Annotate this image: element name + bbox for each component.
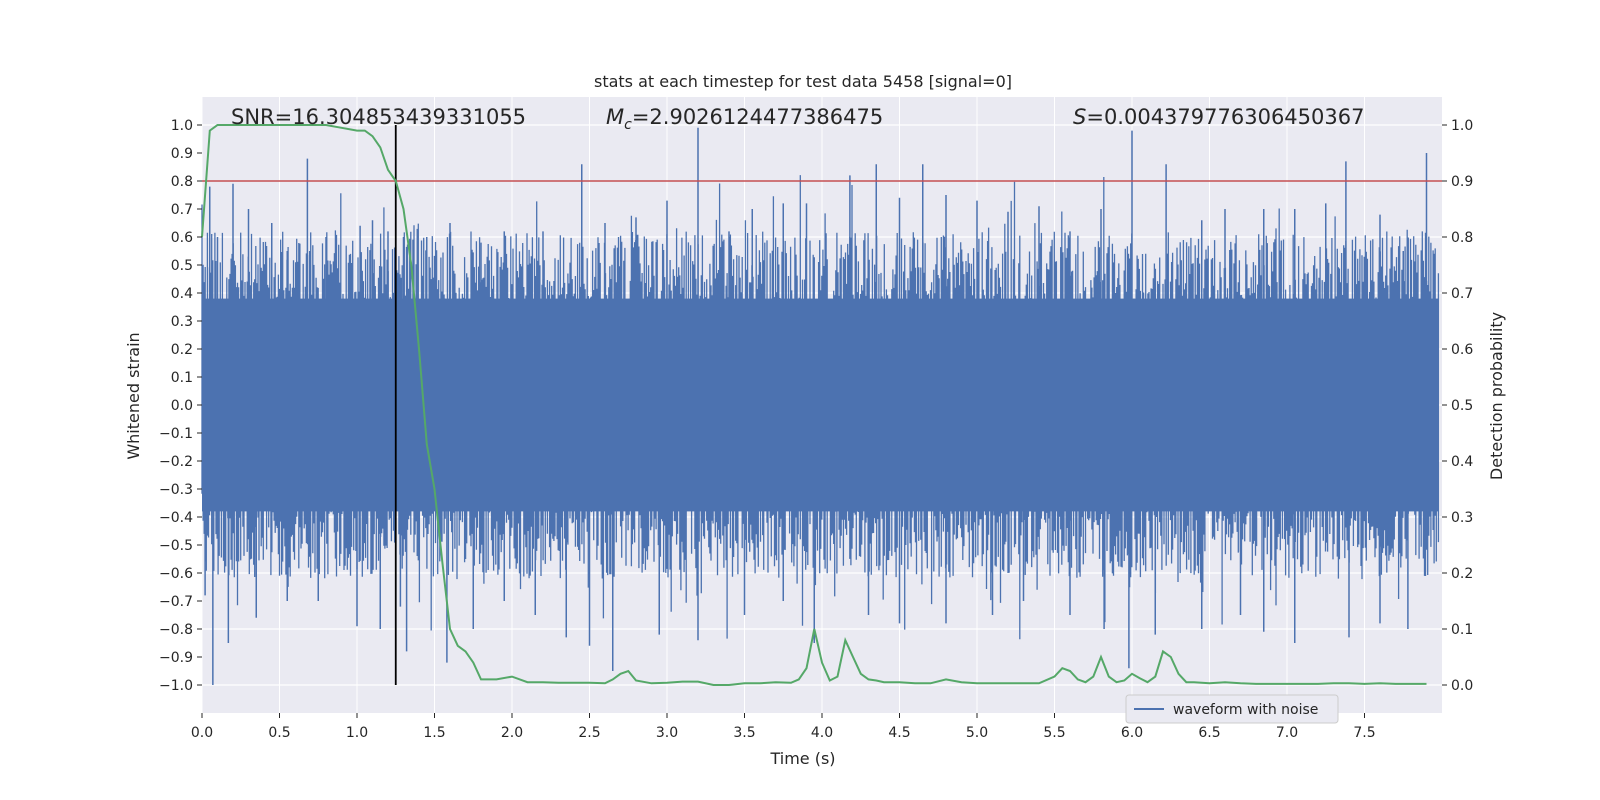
x-tick-label: 6.0 — [1121, 725, 1143, 741]
left-tick-label: 1.0 — [171, 118, 193, 134]
left-tick-label: 0.8 — [171, 174, 193, 190]
left-tick-label: 0.1 — [171, 370, 193, 386]
right-tick-label: 0.1 — [1451, 622, 1473, 638]
left-tick-label: −0.6 — [159, 566, 193, 582]
x-tick-label: 7.5 — [1353, 725, 1375, 741]
right-tick-label: 0.6 — [1451, 342, 1473, 358]
left-tick-label: 0.5 — [171, 258, 193, 274]
right-tick-label: 1.0 — [1451, 118, 1473, 134]
left-tick-label: −0.5 — [159, 538, 193, 554]
probability-line — [201, 124, 1427, 686]
legend: waveform with noise — [1125, 694, 1339, 724]
x-tick-label: 7.0 — [1276, 725, 1298, 741]
x-tick-label: 0.5 — [268, 725, 290, 741]
left-axis-ticks: 1.0 0.9 0.8 0.7 0.6 0.5 0.4 0.3 0.2 0.1 0.0 −0.1 −0.… — [159, 118, 202, 694]
x-tick-label: 2.5 — [578, 725, 600, 741]
left-tick-label: 0.3 — [171, 314, 193, 330]
right-tick-label: 0.4 — [1451, 454, 1473, 470]
x-tick-label: 5.0 — [966, 725, 988, 741]
x-tick-label: 3.0 — [656, 725, 678, 741]
right-tick-label: 0.9 — [1451, 174, 1473, 190]
left-y-axis-label: Whitened strain — [124, 332, 143, 459]
left-tick-label: −0.2 — [159, 454, 193, 470]
left-tick-label: −0.3 — [159, 482, 193, 498]
waveform-series — [201, 127, 1440, 685]
left-tick-label: −0.9 — [159, 650, 193, 666]
snr-annotation: SNR=16.304853439331055 — [231, 105, 526, 129]
x-tick-label: 3.5 — [733, 725, 755, 741]
chirp-mass-symbol: M — [606, 105, 624, 129]
left-tick-label: −0.7 — [159, 594, 193, 610]
x-tick-label: 1.0 — [346, 725, 368, 741]
left-tick-label: 0.0 — [171, 398, 193, 414]
s-annotation: S=0.004379776306450367 — [1073, 105, 1364, 129]
x-tick-label: 4.5 — [888, 725, 910, 741]
left-tick-label: 0.2 — [171, 342, 193, 358]
right-tick-label: 0.2 — [1451, 566, 1473, 582]
probability-series — [201, 124, 1427, 686]
chirp-mass-subscript: c — [624, 117, 632, 133]
chart-title: stats at each timestep for test data 545… — [594, 72, 1012, 91]
x-tick-label: 4.0 — [811, 725, 833, 741]
right-tick-label: 0.3 — [1451, 510, 1473, 526]
x-axis-ticks: 0.0 0.5 1.0 1.5 2.0 2.5 3.0 3.5 4.0 4.5 5.0 5.5 6.0 6… — [191, 713, 1376, 741]
left-tick-label: −0.8 — [159, 622, 193, 638]
x-tick-label: 0.0 — [191, 725, 213, 741]
legend-label: waveform with noise — [1173, 702, 1318, 718]
x-tick-label: 6.5 — [1198, 725, 1220, 741]
legend-box — [1125, 694, 1339, 724]
x-tick-label: 1.5 — [423, 725, 445, 741]
waveform-core — [202, 298, 1439, 512]
right-tick-label: 0.5 — [1451, 398, 1473, 414]
x-tick-label: 5.5 — [1043, 725, 1065, 741]
x-axis-label: Time (s) — [769, 749, 835, 768]
left-tick-label: −0.1 — [159, 426, 193, 442]
left-tick-label: 0.6 — [171, 230, 193, 246]
left-tick-label: 0.4 — [171, 286, 193, 302]
right-tick-label: 0.8 — [1451, 230, 1473, 246]
chirp-mass-value: =2.9026124477386475 — [632, 105, 883, 129]
left-tick-label: −1.0 — [159, 678, 193, 694]
right-axis-ticks: 1.0 0.9 0.8 0.7 0.6 0.5 0.4 0.3 0.2 0.1 0.0 — [1442, 118, 1473, 694]
chirp-mass-annotation: Mc=2.9026124477386475 — [606, 105, 883, 133]
x-tick-label: 2.0 — [501, 725, 523, 741]
reference-lines — [202, 125, 1442, 685]
left-tick-label: 0.7 — [171, 202, 193, 218]
left-tick-label: −0.4 — [159, 510, 193, 526]
s-value: =0.004379776306450367 — [1086, 105, 1364, 129]
right-tick-label: 0.0 — [1451, 678, 1473, 694]
s-symbol: S — [1073, 105, 1086, 129]
right-tick-label: 0.7 — [1451, 286, 1473, 302]
left-tick-label: 0.9 — [171, 146, 193, 162]
right-y-axis-label: Detection probability — [1487, 312, 1506, 480]
